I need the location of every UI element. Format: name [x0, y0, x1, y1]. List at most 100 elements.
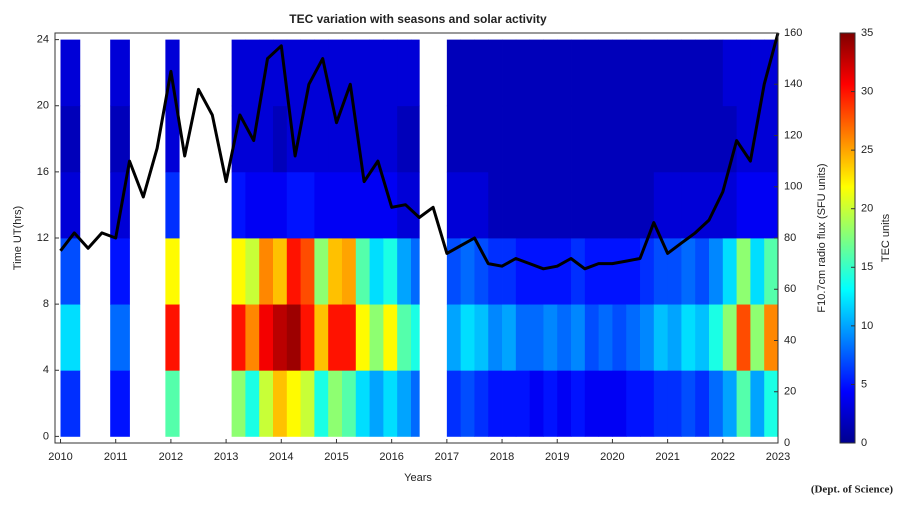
heat-cell — [571, 171, 586, 239]
heat-cell — [584, 171, 600, 239]
heat-cell — [245, 238, 260, 305]
heat-cell — [515, 171, 531, 239]
heat-cell — [709, 304, 724, 371]
heat-cell — [110, 105, 130, 173]
y2-axis-label: F10.7cm radio flux (SFU units) — [816, 163, 828, 312]
colorbar-label: TEC units — [880, 213, 892, 262]
heat-cell — [369, 171, 384, 239]
heat-cell — [446, 171, 462, 239]
heat-cell — [488, 238, 503, 305]
heat-cell — [446, 39, 462, 107]
heat-cell — [612, 171, 627, 239]
heat-cell — [60, 238, 81, 305]
heat-cell — [314, 370, 329, 437]
heat-cell — [681, 105, 696, 173]
heat-cell — [529, 238, 544, 305]
heat-cell — [314, 105, 329, 173]
y2-tick-label: 40 — [784, 334, 796, 346]
heat-cell — [341, 105, 357, 173]
y2-tick-label: 80 — [784, 232, 796, 244]
heat-cell — [709, 238, 724, 305]
heat-cell — [410, 238, 420, 305]
heat-cell — [598, 171, 613, 239]
y2-tick-label: 60 — [784, 283, 796, 295]
heat-cell — [341, 304, 357, 371]
heat-cell — [557, 39, 572, 107]
y2-tick-label: 140 — [784, 78, 802, 90]
heat-cell — [460, 171, 475, 239]
heat-cell — [383, 304, 398, 371]
heat-cell — [60, 304, 81, 371]
heat-cell — [515, 304, 531, 371]
heat-cell — [667, 238, 682, 305]
heat-cell — [488, 105, 503, 173]
heat-cell — [695, 105, 710, 173]
heat-cell — [397, 370, 412, 437]
heat-cell — [328, 304, 343, 371]
heat-cell — [245, 39, 260, 107]
heat-cell — [515, 238, 531, 305]
x-tick-label: 2021 — [655, 451, 679, 463]
heat-cell — [764, 171, 779, 239]
heat-cell — [383, 105, 398, 173]
colorbar-tick-label: 0 — [861, 437, 867, 449]
heat-cell — [460, 238, 475, 305]
x-tick-label: 2020 — [600, 451, 624, 463]
heat-cell — [314, 304, 329, 371]
heat-cell — [667, 39, 682, 107]
heat-cell — [571, 238, 586, 305]
heat-cell — [474, 171, 489, 239]
heat-cell — [397, 39, 412, 107]
heat-cell — [286, 370, 301, 437]
heat-cell — [355, 238, 370, 305]
heat-cell — [764, 238, 779, 305]
chart-title: TEC variation with seasons and solar act… — [289, 12, 547, 26]
heat-cell — [557, 238, 572, 305]
heat-cell — [474, 238, 489, 305]
x-tick-label: 2014 — [269, 451, 293, 463]
x-tick-label: 2016 — [379, 451, 403, 463]
x-tick-label: 2017 — [435, 451, 459, 463]
heat-cell — [341, 171, 357, 239]
heat-cell — [460, 370, 475, 437]
heat-cell — [355, 171, 370, 239]
y-tick-label: 16 — [37, 166, 49, 178]
heat-cell — [383, 39, 398, 107]
heat-cell — [653, 171, 669, 239]
y-tick-label: 24 — [37, 34, 49, 46]
heat-cell — [328, 238, 343, 305]
colorbar-tick-label: 20 — [861, 203, 873, 215]
heat-cell — [543, 304, 558, 371]
heat-cell — [584, 238, 600, 305]
heat-cell — [502, 39, 517, 107]
heat-cell — [722, 171, 738, 239]
heat-cell — [286, 238, 301, 305]
heat-cell — [598, 238, 613, 305]
heat-cell — [369, 304, 384, 371]
heat-cell — [653, 304, 669, 371]
y-axis-label: Time UT(hrs) — [12, 206, 24, 270]
heat-cell — [653, 238, 669, 305]
heat-cell — [709, 39, 724, 107]
heat-cell — [231, 370, 246, 437]
heat-cell — [667, 304, 682, 371]
heat-cell — [598, 39, 613, 107]
heat-cell — [626, 238, 641, 305]
heat-cell — [383, 238, 398, 305]
heat-cell — [584, 370, 600, 437]
heat-cell — [557, 370, 572, 437]
heat-cell — [286, 171, 301, 239]
heat-cell — [750, 370, 765, 437]
heat-cell — [245, 304, 260, 371]
heat-cell — [60, 105, 81, 173]
heat-cell — [571, 304, 586, 371]
heat-cell — [300, 304, 315, 371]
heat-cell — [626, 39, 641, 107]
heat-cell — [709, 105, 724, 173]
heat-cell — [722, 39, 738, 107]
heat-cell — [557, 105, 572, 173]
heat-cell — [474, 105, 489, 173]
heat-cell — [612, 39, 627, 107]
footer: (Dept. of Science) — [811, 484, 894, 496]
heat-cell — [667, 171, 682, 239]
